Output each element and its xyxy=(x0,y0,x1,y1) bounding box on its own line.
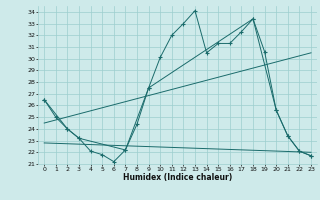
X-axis label: Humidex (Indice chaleur): Humidex (Indice chaleur) xyxy=(123,173,232,182)
